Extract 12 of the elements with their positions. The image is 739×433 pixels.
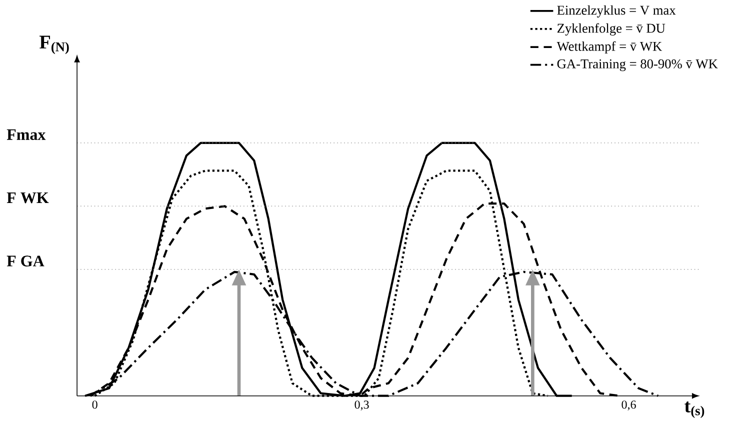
legend-label: Wettkampf = v̄ WK — [556, 41, 662, 54]
legend-label: GA-Training = 80-90% v̄ WK — [557, 59, 718, 72]
ref-line-label: F GA — [6, 256, 44, 266]
y-axis-title: F$_{(N)}$ — [40, 36, 69, 54]
x-tick-label: 0,3 — [354, 400, 369, 410]
ref-line-label: Fmax — [6, 129, 46, 140]
ref-line-label: F WK — [6, 192, 49, 204]
legend-label: Zyklenfolge = v̄ DU — [557, 23, 666, 36]
legend-label: Einzelzyklus = V max — [557, 5, 676, 18]
x-tick-label: 0 — [92, 400, 98, 409]
x-tick-label: 0,6 — [622, 400, 636, 410]
x-axis-title: t$_{(s)}$ — [684, 402, 704, 418]
